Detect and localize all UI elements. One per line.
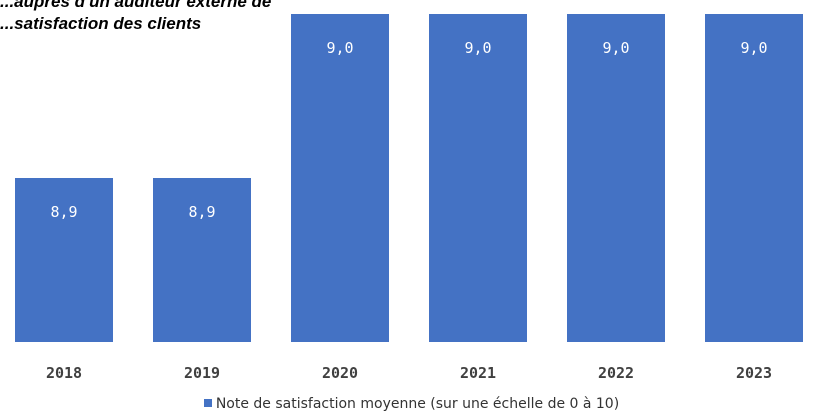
chart-title-line-1: ...auprès d'un auditeur externe de xyxy=(0,0,272,11)
bar-value-label-2019: 8,9 xyxy=(188,203,215,221)
bar-value-label-2018: 8,9 xyxy=(50,203,77,221)
bar-2022 xyxy=(567,14,665,342)
legend-swatch xyxy=(203,399,212,407)
bar-value-label-2020: 9,0 xyxy=(326,39,353,57)
chart-title: ...auprès d'un auditeur externe de ...sa… xyxy=(0,0,271,35)
bar-2018 xyxy=(15,178,113,342)
x-tick-label-2022: 2022 xyxy=(598,364,634,382)
bar-2021 xyxy=(429,14,527,342)
chart-title-line-2: ...satisfaction des clients xyxy=(0,14,202,33)
bar-value-label-2023: 9,0 xyxy=(740,39,767,57)
x-tick-label-2018: 2018 xyxy=(46,364,82,382)
chart-legend: Note de satisfaction moyenne (sur une éc… xyxy=(0,396,823,412)
bar-2019 xyxy=(153,178,251,342)
bar-2020 xyxy=(291,14,389,342)
x-tick-label-2021: 2021 xyxy=(460,364,496,382)
bar-value-label-2022: 9,0 xyxy=(602,39,629,57)
bar-value-label-2021: 9,0 xyxy=(464,39,491,57)
bar-2023 xyxy=(705,14,803,342)
x-tick-label-2023: 2023 xyxy=(736,364,772,382)
legend-label: Note de satisfaction moyenne (sur une éc… xyxy=(215,396,620,412)
x-tick-label-2019: 2019 xyxy=(184,364,220,382)
x-tick-label-2020: 2020 xyxy=(322,364,358,382)
